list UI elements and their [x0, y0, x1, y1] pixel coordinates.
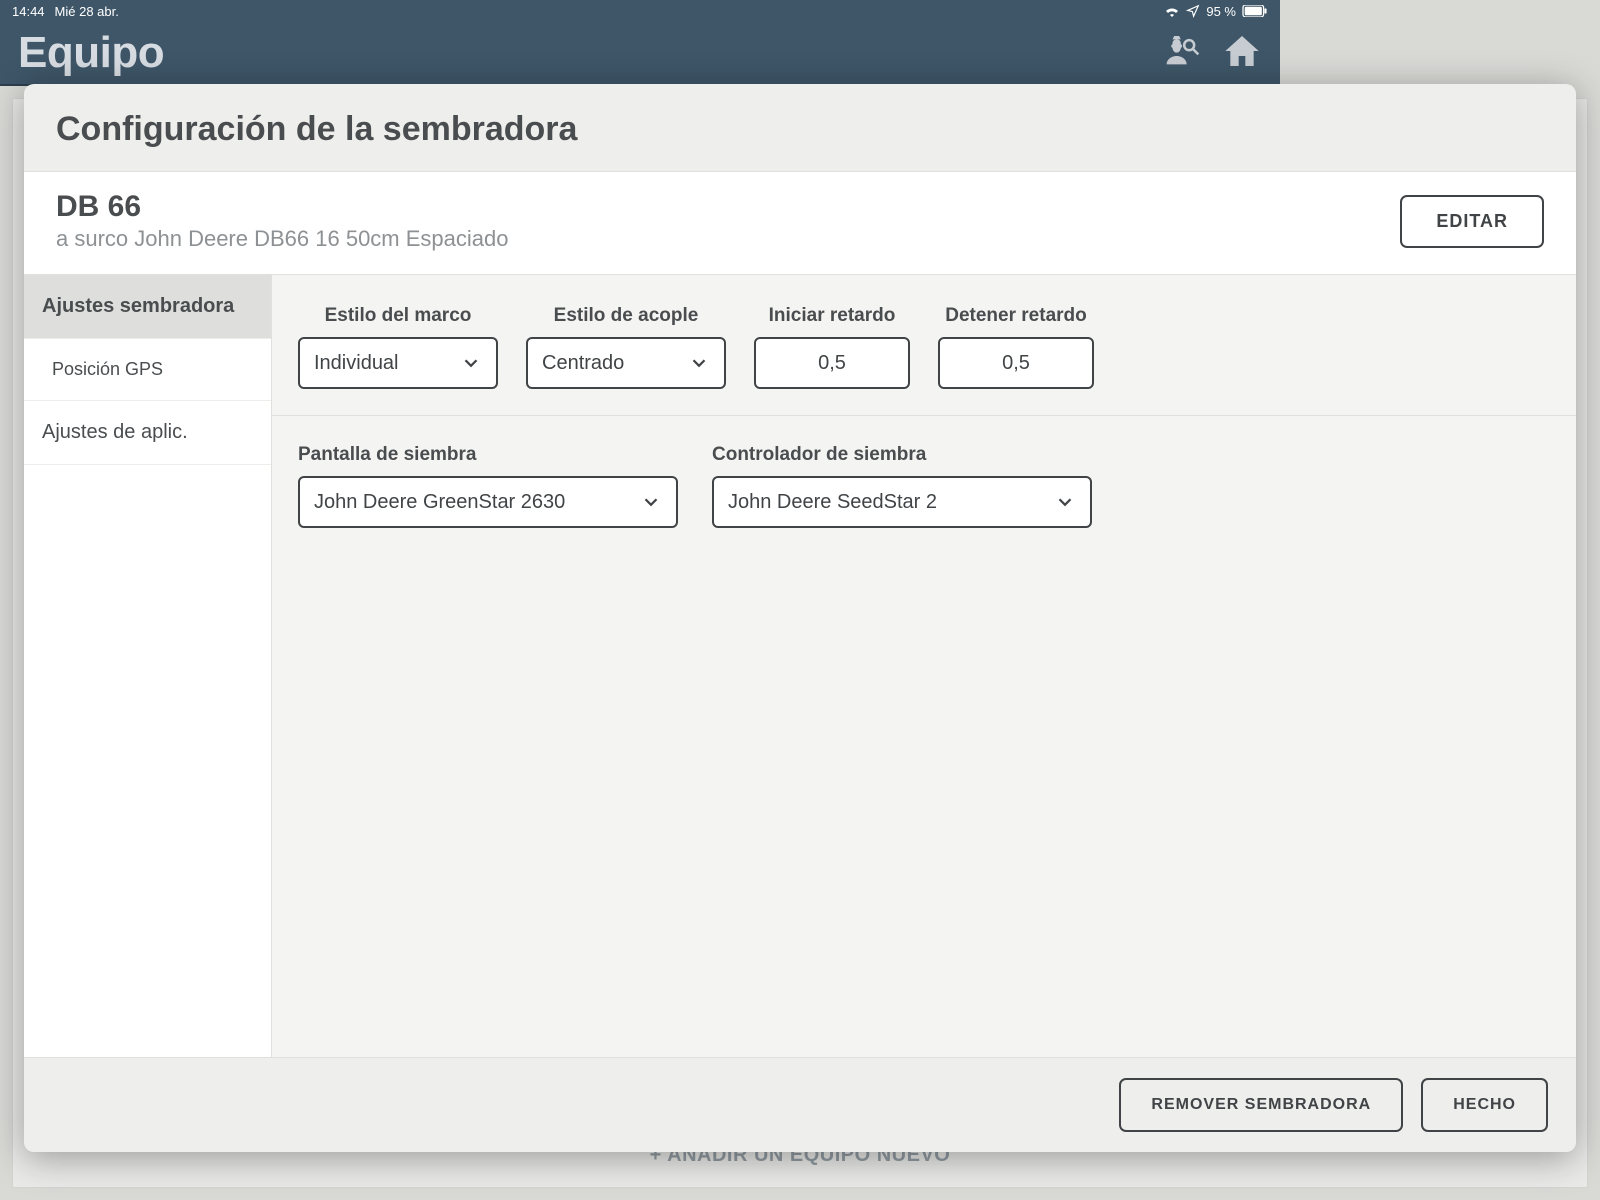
remove-planter-button[interactable]: REMOVER SEMBRADORA [1119, 1078, 1403, 1132]
frame-style-value: Individual [314, 352, 399, 375]
controller-select[interactable]: John Deere SeedStar 2 [712, 476, 1092, 528]
status-time: 14:44 [12, 4, 45, 19]
equipment-name: DB 66 [56, 190, 508, 224]
chevron-down-icon [1054, 491, 1076, 513]
stop-delay-label: Detener retardo [938, 305, 1094, 327]
frame-style-label: Estilo del marco [298, 305, 498, 327]
tab-ajustes-aplic[interactable]: Ajustes de aplic. [24, 401, 271, 465]
battery-icon [1242, 5, 1268, 17]
start-delay-value: 0,5 [818, 352, 846, 375]
chevron-down-icon [640, 491, 662, 513]
modal-footer: REMOVER SEMBRADORA HECHO [24, 1057, 1576, 1152]
form-panel: Estilo del marco Individual Estilo de ac… [272, 275, 1576, 1057]
display-value: John Deere GreenStar 2630 [314, 491, 565, 514]
tab-posicion-gps[interactable]: Posición GPS [24, 339, 271, 401]
stop-delay-value: 0,5 [1002, 352, 1030, 375]
user-search-icon[interactable] [1160, 31, 1200, 76]
app-header: Equipo [0, 22, 1280, 86]
hitch-style-label: Estilo de acople [526, 305, 726, 327]
equipment-desc: a surco John Deere DB66 16 50cm Espaciad… [56, 226, 508, 252]
modal-tabs: Ajustes sembradora Posición GPS Ajustes … [24, 275, 272, 1057]
status-battery: 95 % [1206, 4, 1236, 19]
wifi-icon [1164, 5, 1180, 17]
done-button[interactable]: HECHO [1421, 1078, 1548, 1132]
display-select[interactable]: John Deere GreenStar 2630 [298, 476, 678, 528]
display-label: Pantalla de siembra [298, 444, 678, 466]
controller-label: Controlador de siembra [712, 444, 1092, 466]
chevron-down-icon [688, 352, 710, 374]
start-delay-input[interactable]: 0,5 [754, 337, 910, 389]
modal-subheader: DB 66 a surco John Deere DB66 16 50cm Es… [24, 171, 1576, 275]
stop-delay-input[interactable]: 0,5 [938, 337, 1094, 389]
edit-button[interactable]: EDITAR [1400, 195, 1544, 248]
status-bar: 14:44 Mié 28 abr. 95 % [0, 0, 1280, 22]
location-icon [1186, 4, 1200, 18]
page-title: Equipo [18, 28, 164, 78]
frame-style-select[interactable]: Individual [298, 337, 498, 389]
start-delay-label: Iniciar retardo [754, 305, 910, 327]
hitch-style-select[interactable]: Centrado [526, 337, 726, 389]
controller-value: John Deere SeedStar 2 [728, 491, 937, 514]
modal-title: Configuración de la sembradora [24, 84, 1576, 171]
planter-config-modal: Configuración de la sembradora DB 66 a s… [24, 84, 1576, 1152]
chevron-down-icon [460, 352, 482, 374]
home-icon[interactable] [1222, 31, 1262, 76]
tab-ajustes-sembradora[interactable]: Ajustes sembradora [24, 275, 271, 339]
status-date: Mié 28 abr. [55, 4, 119, 19]
hitch-style-value: Centrado [542, 352, 624, 375]
